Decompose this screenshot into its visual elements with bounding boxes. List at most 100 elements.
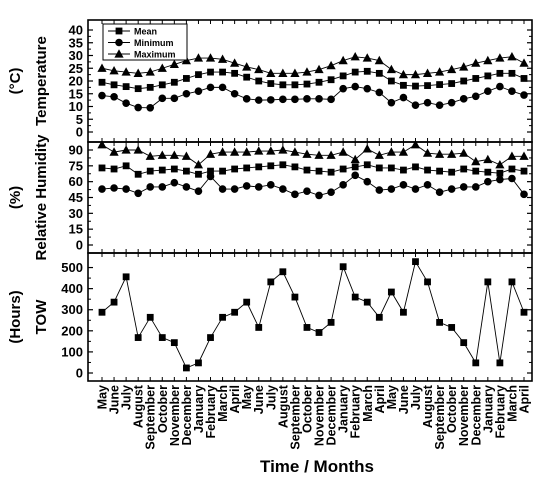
data-point	[314, 150, 324, 159]
data-point	[459, 183, 468, 191]
x-tick-label: April	[518, 385, 532, 413]
data-point	[183, 167, 190, 175]
data-point	[122, 99, 130, 107]
data-point	[122, 273, 130, 281]
data-point	[145, 151, 155, 160]
data-point	[266, 146, 276, 155]
data-point	[315, 78, 323, 86]
data-point	[447, 149, 457, 158]
data-point	[471, 58, 481, 67]
y-tick-label: 30	[69, 206, 83, 221]
data-point	[254, 146, 264, 155]
data-point	[483, 154, 493, 164]
data-point	[254, 183, 263, 191]
data-point	[134, 334, 142, 341]
y-axis-label: Relative Humidity	[33, 134, 50, 261]
data-point	[170, 178, 179, 187]
y-tick-label: 20	[69, 74, 83, 89]
data-point	[122, 185, 130, 193]
data-point	[338, 55, 348, 65]
data-point	[207, 68, 214, 76]
data-point	[217, 147, 228, 156]
data-point	[424, 166, 431, 174]
data-point	[230, 185, 239, 193]
data-point	[169, 59, 179, 69]
data-point	[374, 55, 384, 65]
data-point	[387, 98, 396, 107]
y-tick-label: 35	[69, 35, 83, 50]
data-point	[326, 60, 336, 70]
data-point	[182, 89, 191, 98]
data-point	[195, 359, 202, 367]
x-tick-label: November	[313, 385, 327, 446]
data-point	[193, 159, 204, 169]
legend-marker	[114, 49, 124, 58]
data-point	[327, 168, 335, 176]
data-point	[278, 68, 288, 77]
data-point	[508, 87, 516, 95]
data-point	[303, 80, 311, 88]
data-point	[158, 94, 167, 103]
data-point	[484, 177, 492, 186]
data-point	[145, 67, 155, 76]
data-point	[362, 144, 372, 153]
data-point	[302, 67, 312, 76]
x-tick-label: March	[216, 385, 230, 422]
data-point	[508, 174, 516, 183]
data-point	[205, 149, 216, 158]
y-axis-label: TOW	[33, 299, 50, 335]
data-point	[146, 167, 154, 175]
data-point	[266, 68, 276, 77]
x-tick-label: January	[481, 385, 495, 433]
data-point	[182, 183, 191, 191]
data-point	[97, 63, 107, 72]
x-tick-label: March	[361, 385, 375, 422]
data-point	[291, 81, 299, 89]
plot-panels: 0510152025303540Temperature(°C)015304560…	[7, 19, 533, 382]
data-point	[471, 156, 481, 166]
data-point	[134, 170, 142, 178]
data-point	[519, 58, 529, 67]
x-tick-label: February	[493, 385, 507, 439]
data-point	[146, 313, 154, 321]
data-point	[267, 96, 275, 104]
panel-tow: 0 100 200 300 400 500 TOW (Hours)	[7, 252, 533, 382]
data-point	[412, 258, 419, 266]
data-point	[314, 64, 324, 74]
x-tick-label: December	[325, 385, 339, 446]
y-tick-label: 500	[61, 260, 83, 275]
data-point	[170, 165, 178, 173]
x-tick-label: May	[385, 385, 399, 409]
x-tick-label: November	[168, 385, 182, 446]
data-point	[496, 82, 504, 91]
y-tick-label: 300	[61, 302, 83, 317]
data-point	[339, 84, 347, 93]
data-point	[363, 161, 371, 169]
data-point	[386, 147, 396, 156]
y-tick-label: 75	[69, 158, 83, 173]
data-point	[520, 308, 528, 316]
data-point	[218, 83, 227, 92]
data-point	[98, 185, 106, 193]
data-point	[338, 147, 348, 156]
data-point	[459, 62, 469, 71]
data-point	[255, 77, 263, 85]
data-point	[290, 147, 300, 156]
data-point	[435, 149, 445, 158]
data-point	[303, 95, 311, 103]
data-point	[399, 181, 408, 189]
data-point	[496, 169, 504, 177]
series-tow	[98, 258, 528, 372]
data-point	[351, 293, 359, 301]
data-point	[327, 318, 335, 326]
data-point	[219, 167, 226, 175]
y-tick-label: 10	[69, 99, 83, 114]
x-tick-label: October	[445, 385, 459, 433]
data-point	[254, 96, 263, 104]
data-point	[447, 98, 456, 107]
data-point	[351, 68, 359, 76]
data-point	[194, 187, 203, 195]
data-point	[484, 87, 492, 95]
